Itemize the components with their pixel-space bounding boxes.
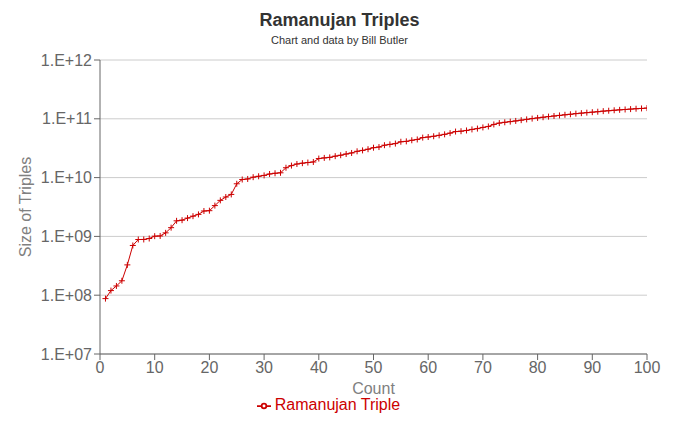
svg-text:0: 0 xyxy=(96,359,105,376)
svg-text:90: 90 xyxy=(583,359,601,376)
svg-text:80: 80 xyxy=(529,359,547,376)
svg-text:1.E+12: 1.E+12 xyxy=(41,52,92,69)
svg-text:Count: Count xyxy=(352,380,395,397)
svg-text:20: 20 xyxy=(201,359,219,376)
svg-text:30: 30 xyxy=(255,359,273,376)
svg-text:40: 40 xyxy=(310,359,328,376)
html-text:Ramanujan Triple: Ramanujan Triple xyxy=(274,396,401,413)
svg-text:1.E+07: 1.E+07 xyxy=(41,346,92,363)
svg-text:50: 50 xyxy=(365,359,383,376)
svg-text:60: 60 xyxy=(419,359,437,376)
svg-text:1.E+11: 1.E+11 xyxy=(42,110,92,127)
svg-text:100: 100 xyxy=(634,359,661,376)
svg-text:1.E+10: 1.E+10 xyxy=(41,169,92,186)
svg-text:1.E+08: 1.E+08 xyxy=(41,287,92,304)
svg-text:Size of Triples: Size of Triples xyxy=(17,157,34,257)
html-text:Ramanujan Triples: Ramanujan Triples xyxy=(259,10,420,30)
svg-text:70: 70 xyxy=(474,359,492,376)
svg-text:10: 10 xyxy=(146,359,164,376)
svg-text:1.E+09: 1.E+09 xyxy=(41,228,92,245)
html-text:Chart and data by Bill Butler: Chart and data by Bill Butler xyxy=(271,34,408,46)
